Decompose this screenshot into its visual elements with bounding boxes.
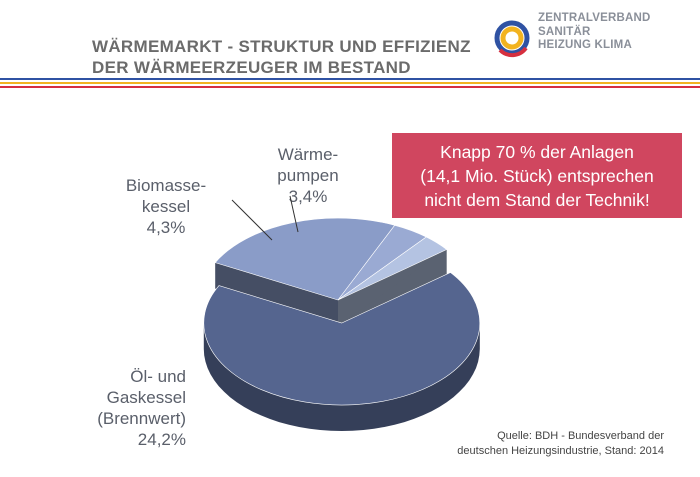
leader-line-biomass [231,199,273,241]
leader-line-heatpump [289,195,299,233]
callout-line-2: (14,1 Mio. Stück) entsprechen [420,166,654,186]
slice-label-2-line-1: Öl- und [130,367,186,386]
slice-label-3-line-1: Biomasse- [126,176,206,195]
title-line-2: DER WÄRMEERZEUGER IM BESTAND [92,58,411,77]
header-rule-lines [0,78,700,88]
slice-label-3-line-3: 4,3% [147,218,186,237]
slice-label-2: Öl- und Gaskessel (Brennwert) 24,2% [97,367,186,449]
callout-line-3: nicht dem Stand der Technik! [424,190,650,210]
slice-label-1: Öl- und Gaskessel (Heizwert) 68,1% [478,262,562,348]
zvshk-logo: ZENTRALVERBAND SANITÄR HEIZUNG KLIMA [492,10,692,66]
callout-box: Knapp 70 % der Anlagen (14,1 Mio. Stück)… [392,133,682,218]
logo-text: ZENTRALVERBAND SANITÄR HEIZUNG KLIMA [538,12,650,53]
pie-slice-1 [203,272,481,406]
page-title: WÄRMEMARKT - STRUKTUR UND EFFIZIENZ DER … [92,36,492,78]
slice-label-3-line-2: kessel [142,197,190,216]
callout-line-1: Knapp 70 % der Anlagen [440,142,634,162]
slice-label-1-line-2: Gaskessel [478,284,562,304]
pie-slice-2 [214,217,396,301]
pie-slice-4 [337,236,448,301]
title-line-1: WÄRMEMARKT - STRUKTUR UND EFFIZIENZ [92,37,471,56]
source-note: Quelle: BDH - Bundesverband der deutsche… [420,429,664,459]
logo-line-2: SANITÄR [538,25,591,38]
pie-slice-cut-4-2 [338,249,447,326]
source-line-2: deutschen Heizungsindustrie, Stand: 2014 [457,445,664,457]
slice-label-1-line-1: Öl- und [490,262,549,282]
slice-label-2-line-4: 24,2% [138,430,186,449]
logo-line-3: HEIZUNG KLIMA [538,39,632,51]
slice-label-4-line-3: 3,4% [289,187,328,206]
pie-slice-cut-2-1 [215,262,338,326]
slice-label-2-line-2: Gaskessel [107,388,186,407]
slice-label-4-line-2: pumpen [277,166,338,185]
slice-label-1-line-4: 68,1% [494,328,545,348]
logo-line-1: ZENTRALVERBAND [538,12,651,24]
slice-label-2-line-3: (Brennwert) [97,409,186,428]
pie-slice-wall-1 [203,323,480,431]
slice-label-4: Wärme-pumpen 3,4% [277,145,338,206]
logo-emblem-icon [494,20,530,58]
slice-label-4-line-1: Wärme- [278,145,338,164]
source-line-1: Quelle: BDH - Bundesverband der [497,430,664,442]
slice-label-1-line-3: (Heizwert) [479,306,561,326]
slice-label-3: Biomasse-kessel 4,3% [126,176,206,237]
